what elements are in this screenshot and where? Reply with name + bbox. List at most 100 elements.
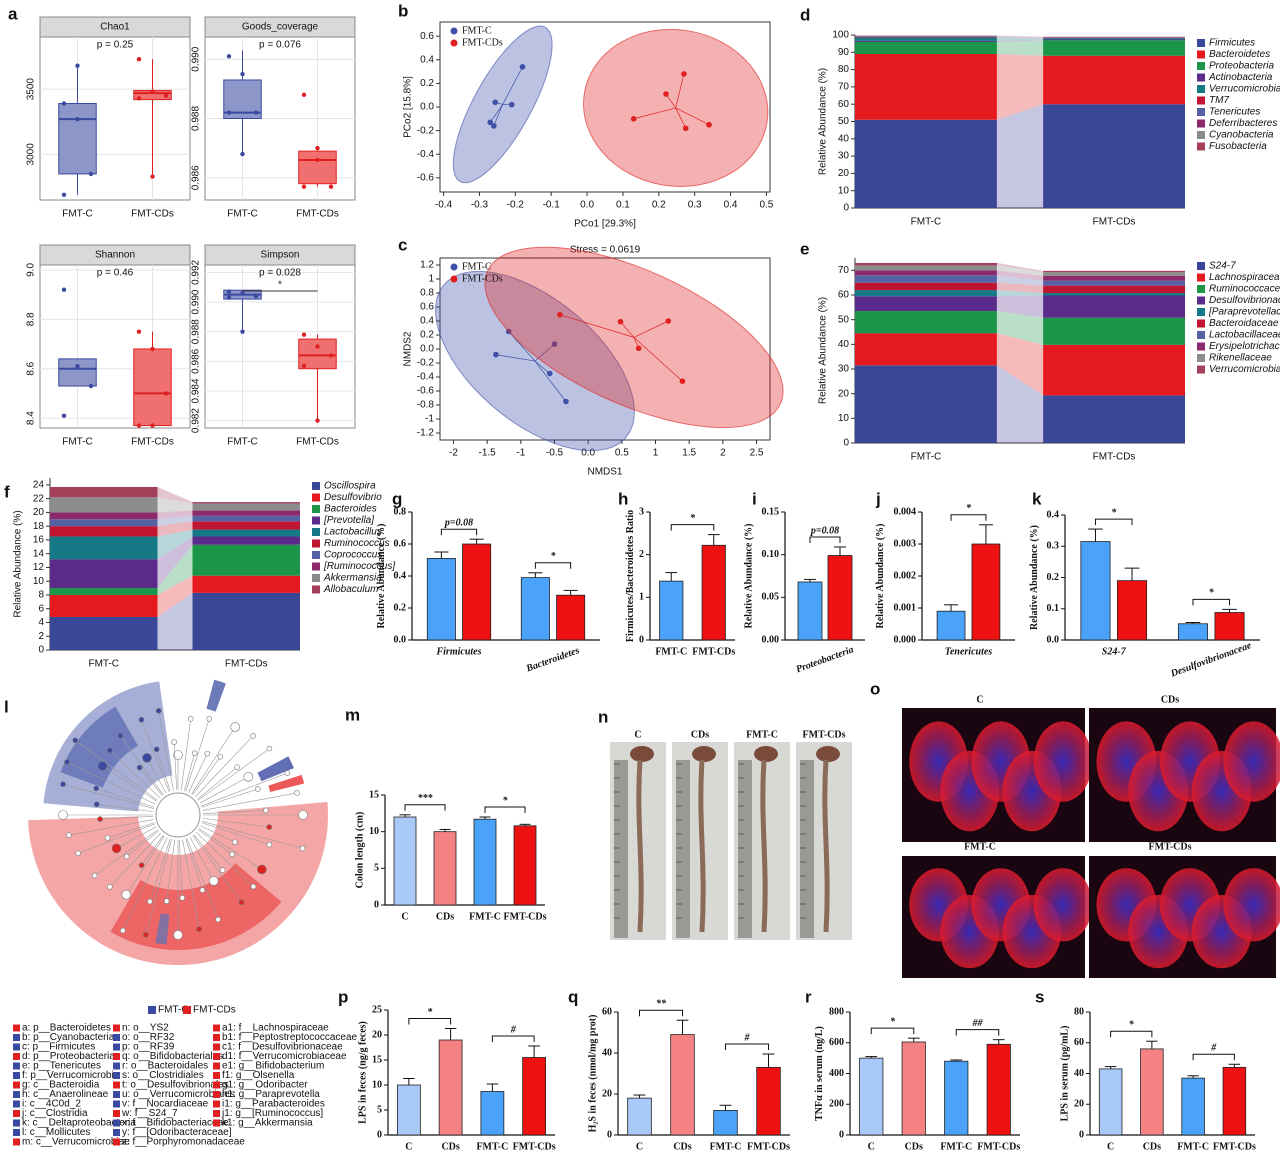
taxon-swatch [213,1024,220,1032]
clade-branch [77,823,155,854]
taxon-label: w: f__S24_7 [121,1108,178,1119]
clade-branch [66,761,156,805]
centroid-link [665,93,676,109]
clade-node [191,750,198,756]
legend-swatch [312,574,320,582]
photo-label: FMT-C [746,729,778,740]
y-tick-label: 0.990 [191,46,202,71]
bar-segment [50,519,158,527]
y-tick-label: 24 [33,480,45,491]
bracket [440,528,478,536]
panel-label: i [752,489,757,508]
y-tick-label: 0.988 [191,106,202,131]
panel-label: f [4,482,10,501]
panel-label: h [618,489,628,508]
clade-branch [192,756,221,795]
clade-node [72,737,79,744]
y-axis-label: Relative Abundance (%) [743,524,754,629]
clade-node [120,927,126,934]
bar-segment [855,41,997,55]
point [150,423,155,428]
x-tick-label: 0.0 [580,200,594,211]
bar-segment [50,594,158,617]
clade-sector [155,913,170,945]
y-tick-label: 25 [372,1004,382,1015]
legend-swatch [1197,96,1205,105]
clade-branch [194,735,254,798]
clade-node [107,747,113,754]
x-tick-label: FMT-CDs [747,1141,790,1152]
bar [1140,1048,1164,1136]
flow [157,544,193,595]
point [487,119,494,126]
point [61,287,67,292]
y-tick-label: 0.004 [894,506,917,517]
bar [936,610,966,641]
x-tick-label: C [405,1141,412,1152]
centroid-link [559,314,635,338]
y-tick-label: -0.6 [417,386,435,397]
legend-swatch [1197,108,1205,116]
x-tick-label: FMT-C [476,1141,508,1152]
bar-segment [855,275,997,283]
x-tick-label: FMT-CDs [131,209,174,220]
point [682,125,689,132]
y-tick-label: 0.6 [420,302,434,313]
bar [393,816,417,906]
subtitle: Stress = 0.0619 [570,245,641,256]
clade-node [138,862,145,868]
clade-node [294,790,300,796]
y-tick-label: 40 [1074,1068,1084,1079]
legend-label: Bacteroidaceae [1209,318,1279,329]
y-tick-label: 0.4 [1047,509,1060,520]
bracket [534,562,572,569]
panel-title: Goods_coverage [242,22,319,33]
bar [522,1057,547,1136]
y-tick-label: -0.4 [417,372,435,383]
annotation: p = 0.028 [259,268,301,279]
y-tick-label: -0.2 [417,125,435,136]
point [75,116,80,122]
bar [627,1097,652,1136]
y-tick-label: 3500 [26,78,37,101]
bar-segment [855,36,997,37]
annotation: * [890,1016,896,1027]
clade-branch [188,753,208,793]
taxon-swatch [13,1110,20,1117]
clade-branch [139,767,163,796]
taxon-swatch [13,1091,20,1098]
clade-node [229,851,236,858]
x-tick-label: FMT-CDs [131,437,174,448]
centroid-link [633,107,676,120]
y-axis-label: PCo2 [15.8%] [403,76,414,138]
colon [636,759,644,933]
flow [996,311,1044,345]
x-tick-label: FMT-C [710,1141,742,1152]
legend-swatch [1197,296,1205,305]
x-tick-label: FMT-CDs [225,659,268,670]
bar-segment [1043,272,1185,276]
annotation: p = 0.25 [97,40,134,51]
box [133,348,172,427]
x-tick-label: FMT-CDs [513,1141,556,1152]
x-tick-label: C [401,911,408,922]
clade-branch [198,748,270,801]
taxon-swatch [113,1138,120,1146]
annotation: * [690,513,696,524]
clade-node [143,931,149,938]
clade-sector [257,756,294,782]
bar [713,1110,738,1136]
x-tick-label: FMT-C [911,452,942,463]
y-tick-label: 12 [33,562,45,573]
flow [157,515,193,527]
clade-node [60,781,66,788]
x-tick-label: CDs [905,1141,923,1152]
y-tick-label: 22 [33,493,45,504]
clade-branch [166,839,176,902]
y-tick-label: 8.8 [26,312,37,326]
centroid-link [495,354,536,362]
y-tick-label: 8.4 [26,411,37,425]
bar-segment [855,119,997,208]
y-tick-label: 0.992 [191,259,202,284]
y-tick-label: 0.10 [762,549,780,560]
